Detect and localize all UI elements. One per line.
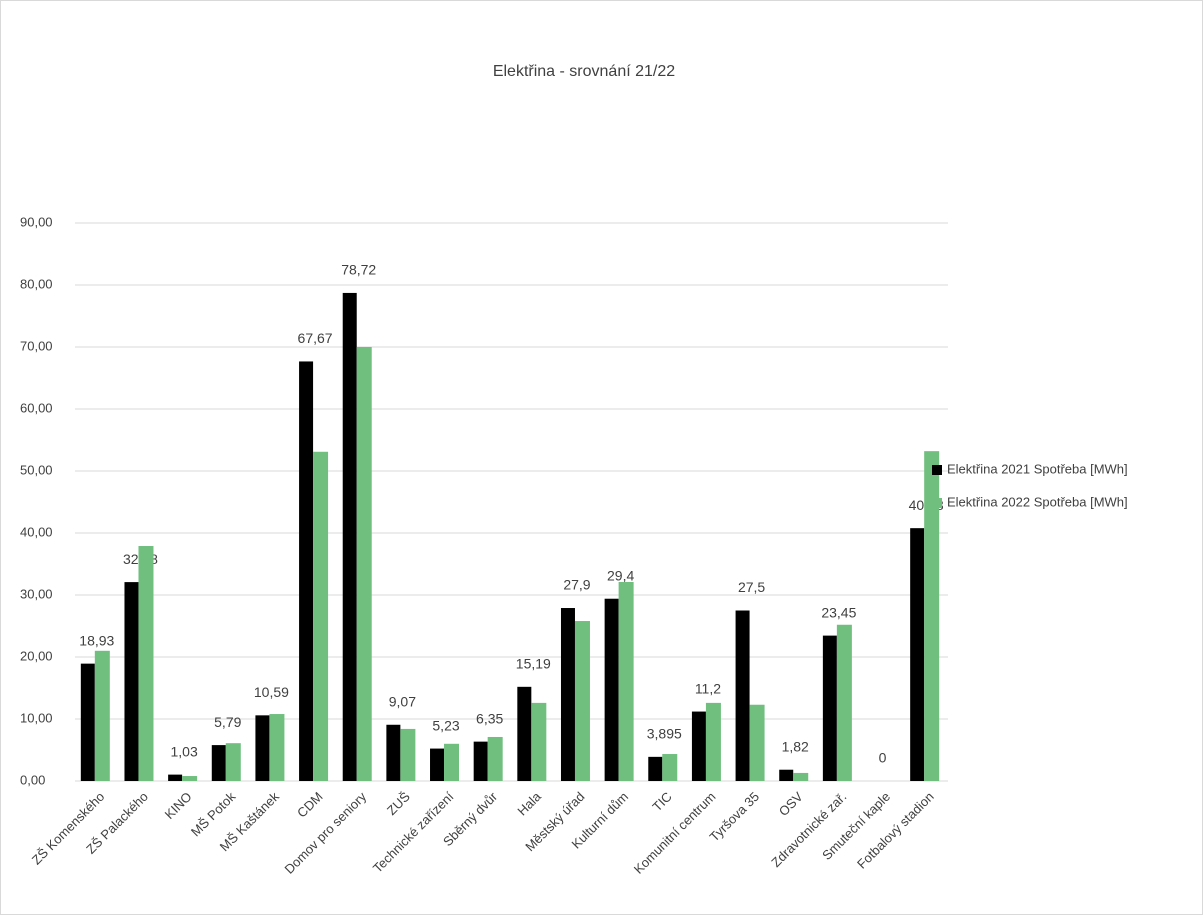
data-label: 67,67 <box>298 330 333 346</box>
bar <box>735 610 750 781</box>
bar <box>386 724 401 781</box>
legend-swatch <box>932 465 942 475</box>
bar <box>517 686 532 781</box>
bar <box>80 663 95 781</box>
bar <box>779 769 794 781</box>
data-label: 78,72 <box>341 262 376 278</box>
data-label: 1,03 <box>171 743 198 759</box>
y-tick-label: 20,00 <box>20 648 53 663</box>
bar <box>618 581 634 781</box>
bar <box>662 754 678 781</box>
bar <box>255 715 270 781</box>
bar <box>124 582 139 781</box>
bar <box>400 728 416 781</box>
bar <box>749 704 765 781</box>
y-tick-label: 50,00 <box>20 462 53 477</box>
bar <box>574 621 590 781</box>
y-tick-label: 40,00 <box>20 524 53 539</box>
data-label: 1,82 <box>782 738 809 754</box>
bar <box>182 776 198 781</box>
bar <box>430 748 445 781</box>
bar <box>691 711 706 781</box>
data-label: 27,5 <box>738 579 765 595</box>
data-label: 5,79 <box>214 714 241 730</box>
bar <box>138 546 154 781</box>
bar <box>168 774 183 781</box>
bar <box>531 702 547 781</box>
y-tick-label: 90,00 <box>20 214 53 229</box>
data-label: 18,93 <box>79 632 114 648</box>
bar <box>705 702 721 781</box>
data-label: 10,59 <box>254 684 289 700</box>
bar <box>924 451 940 781</box>
data-label: 29,4 <box>607 567 634 583</box>
bar <box>836 624 852 781</box>
data-label: 11,2 <box>695 680 721 696</box>
y-tick-label: 80,00 <box>20 276 53 291</box>
bar <box>299 361 314 781</box>
bar <box>94 650 110 781</box>
legend-swatch <box>932 498 942 508</box>
legend-label: Elektřina 2021 Spotřeba [MWh] <box>947 461 1128 476</box>
y-tick-label: 60,00 <box>20 400 53 415</box>
y-tick-label: 70,00 <box>20 338 53 353</box>
data-label: 27,9 <box>563 577 590 593</box>
bar <box>269 714 285 781</box>
bar <box>793 772 809 781</box>
data-label: 3,895 <box>647 726 682 742</box>
bar <box>225 743 241 781</box>
data-label: 15,19 <box>516 656 551 672</box>
bar <box>313 451 329 781</box>
data-label: 5,23 <box>432 717 459 733</box>
bar <box>822 635 837 781</box>
data-label: 23,45 <box>821 604 856 620</box>
bar <box>604 598 619 781</box>
data-label: 9,07 <box>389 693 416 709</box>
bar <box>487 736 503 781</box>
y-tick-label: 0,00 <box>20 772 45 787</box>
bar <box>648 756 663 781</box>
bar <box>211 745 226 781</box>
bar <box>444 743 460 781</box>
bar <box>473 741 488 781</box>
bar <box>560 608 575 781</box>
chart-title: Elektřina - srovnání 21/22 <box>493 63 675 80</box>
y-tick-label: 30,00 <box>20 586 53 601</box>
bar <box>910 528 925 781</box>
data-label: 6,35 <box>476 710 503 726</box>
bar <box>342 292 357 781</box>
legend-label: Elektřina 2022 Spotřeba [MWh] <box>947 494 1128 509</box>
data-label: 0 <box>879 750 887 766</box>
y-tick-label: 10,00 <box>20 710 53 725</box>
bar <box>356 347 372 781</box>
